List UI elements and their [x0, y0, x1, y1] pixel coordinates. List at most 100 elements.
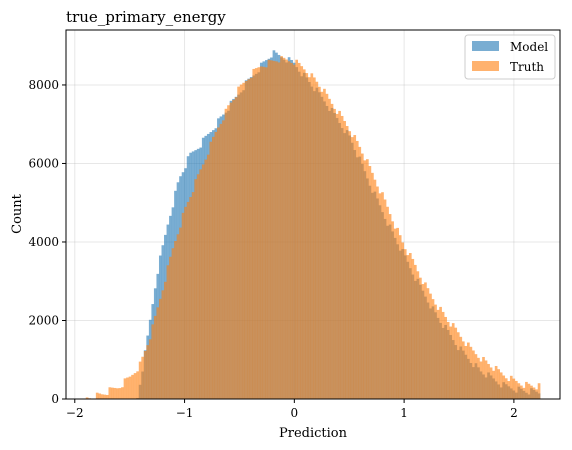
bar-truth-144	[449, 327, 452, 399]
bar-truth-109	[361, 154, 364, 399]
bar-truth-158	[485, 360, 488, 399]
bar-truth-125	[401, 242, 404, 399]
bar-truth-97	[331, 104, 334, 399]
bar-truth-135	[427, 288, 430, 399]
bar-truth-11	[114, 388, 117, 399]
bar-truth-8	[106, 395, 109, 399]
bar-truth-39	[184, 207, 187, 399]
legend-swatch-truth	[472, 61, 499, 71]
bar-truth-92	[318, 87, 321, 399]
bar-truth-26	[151, 324, 154, 399]
bar-truth-59	[235, 97, 238, 399]
bar-truth-49	[209, 142, 212, 399]
bar-truth-106	[353, 135, 356, 399]
bar-truth-171	[518, 383, 521, 399]
y-tick-label-3: 6000	[28, 156, 59, 170]
bar-truth-133	[422, 284, 425, 399]
bar-truth-121	[391, 221, 394, 399]
bar-truth-75	[275, 61, 278, 399]
bar-truth-58	[232, 100, 235, 399]
bar-truth-17	[129, 377, 132, 399]
bar-truth-127	[406, 255, 409, 399]
bar-truth-176	[530, 386, 533, 399]
y-axis-ticks: 0 2000 4000 6000 8000	[28, 78, 66, 406]
bar-truth-136	[429, 294, 432, 399]
bar-truth-65	[250, 78, 253, 399]
bar-truth-157	[482, 357, 485, 399]
bar-truth-101	[341, 116, 344, 399]
bar-truth-14	[121, 387, 124, 399]
bar-truth-143	[447, 322, 450, 399]
bar-truth-83	[295, 60, 298, 399]
bar-truth-154	[475, 354, 478, 399]
bar-truth-47	[204, 160, 207, 399]
bar-truth-146	[454, 328, 457, 399]
bar-truth-94	[323, 89, 326, 399]
bar-truth-170	[515, 381, 518, 399]
bar-truth-50	[212, 137, 215, 399]
bar-truth-66	[252, 69, 255, 399]
bar-truth-152	[470, 347, 473, 399]
x-tick-label-3: 1	[400, 406, 408, 420]
legend: Model Truth	[465, 35, 555, 79]
bar-truth-162	[495, 366, 498, 399]
bar-truth-123	[396, 228, 399, 399]
bar-truth-165	[502, 376, 505, 399]
bar-truth-62	[242, 83, 245, 399]
x-tick-label-0: −2	[66, 406, 84, 420]
bar-truth-95	[326, 94, 329, 399]
bar-truth-103	[346, 126, 349, 399]
bar-truth-41	[189, 197, 192, 399]
bar-truth-137	[432, 299, 435, 399]
bar-truth-138	[434, 305, 437, 399]
bar-truth-153	[472, 350, 475, 399]
bar-truth-89	[310, 73, 313, 399]
bar-truth-145	[452, 323, 455, 399]
bar-truth-169	[512, 379, 515, 399]
bar-truth-142	[444, 317, 447, 399]
bar-truth-54	[222, 120, 225, 399]
bar-truth-112	[369, 166, 372, 399]
bar-truth-61	[240, 85, 243, 399]
bar-truth-114	[374, 180, 377, 399]
bar-truth-113	[371, 173, 374, 399]
bar-truth-102	[343, 121, 346, 399]
bar-truth-78	[283, 58, 286, 399]
bar-truth-53	[220, 124, 223, 399]
bar-truth-77	[280, 56, 283, 399]
bar-truth-74	[273, 61, 276, 399]
bar-truth-15	[124, 378, 127, 399]
bar-truth-105	[351, 137, 354, 399]
bar-truth-56	[227, 105, 230, 399]
bar-truth-164	[500, 372, 503, 399]
y-tick-label-2: 4000	[28, 235, 59, 249]
bar-truth-120	[389, 214, 392, 399]
histogram-bars	[86, 50, 541, 399]
bar-truth-108	[358, 147, 361, 399]
bar-truth-57	[230, 103, 233, 399]
bar-truth-86	[303, 69, 306, 399]
bar-truth-44	[197, 174, 200, 399]
bar-truth-51	[215, 132, 218, 399]
bar-truth-40	[187, 202, 190, 399]
bar-truth-161	[492, 371, 495, 399]
bar-truth-13	[119, 388, 122, 399]
bar-truth-134	[424, 282, 427, 399]
bar-truth-128	[409, 253, 412, 399]
bar-truth-98	[333, 109, 336, 399]
bar-truth-37	[179, 228, 182, 399]
bar-truth-126	[404, 249, 407, 399]
bar-truth-22	[141, 357, 144, 399]
bar-truth-85	[300, 66, 303, 399]
bar-truth-82	[293, 65, 296, 399]
bar-truth-166	[505, 378, 508, 399]
bar-truth-141	[442, 312, 445, 399]
x-tick-label-1: −1	[176, 406, 194, 420]
bar-truth-70	[263, 67, 266, 399]
y-tick-label-0: 0	[51, 392, 59, 406]
bar-truth-71	[265, 67, 268, 399]
x-tick-label-2: 0	[291, 406, 299, 420]
y-tick-label-4: 8000	[28, 78, 59, 92]
bar-truth-116	[379, 193, 382, 399]
